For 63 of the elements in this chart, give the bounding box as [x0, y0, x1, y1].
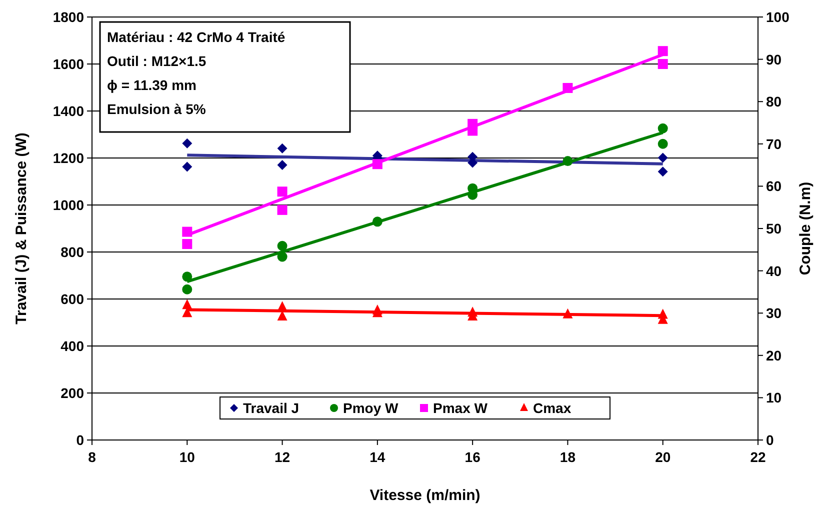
point [277, 186, 288, 197]
y2-tick-label: 20 [766, 347, 782, 364]
y-tick-label: 800 [60, 244, 84, 260]
y-tick-label: 1800 [52, 9, 84, 25]
y2-tick-label: 30 [766, 305, 782, 322]
point [372, 216, 382, 227]
point [277, 240, 288, 251]
annotation: ϕ = 11.39 mm [107, 77, 196, 93]
annotation: Matériau : 42 CrMo 4 Traité [107, 29, 286, 45]
y2-tick-label: 100 [766, 9, 790, 25]
x-tick-label: 8 [88, 449, 96, 465]
x-tick-label: 16 [464, 449, 481, 465]
y-axis-title: Travail (J) & Puissance (W) [13, 132, 30, 324]
point [182, 272, 192, 282]
y-tick-label: 1400 [52, 103, 84, 119]
y2-tick-label: 10 [766, 390, 782, 406]
y-tick-label: 200 [60, 385, 84, 401]
point [277, 204, 288, 215]
point [658, 123, 668, 134]
point [562, 82, 573, 93]
annotation: Emulsion à 5% [107, 101, 206, 117]
y2-axis-title: Couple (N.m) [797, 182, 814, 276]
y2-tick-label: 50 [766, 220, 782, 236]
point [182, 138, 192, 148]
x-tick-label: 10 [179, 449, 196, 465]
point [658, 59, 668, 69]
annotation: Outil : M12×1.5 [107, 53, 206, 69]
y2-tick-label: 90 [766, 51, 782, 68]
point [468, 126, 478, 136]
y2-tick-label: 60 [766, 178, 782, 194]
legend-label: Pmoy W [343, 400, 400, 416]
y2-tick-label: 0 [766, 432, 774, 448]
x-tick-label: 12 [274, 449, 290, 465]
x-tick-label: 20 [655, 449, 671, 465]
legend-label: Travail J [243, 400, 300, 416]
point [182, 284, 192, 294]
point [277, 252, 288, 262]
x-tick-label: 18 [560, 449, 576, 465]
point [372, 159, 382, 170]
y-tick-label: 0 [76, 432, 84, 448]
point [658, 152, 668, 163]
legend-label: Cmax [533, 400, 572, 416]
point [182, 226, 192, 237]
point [562, 156, 573, 166]
y2-tick-label: 80 [766, 94, 782, 110]
point [277, 143, 288, 154]
y-tick-label: 600 [60, 291, 84, 307]
x-axis-title: Vitesse (m/min) [370, 487, 480, 504]
point [182, 162, 192, 172]
x-tick-label: 14 [370, 449, 386, 465]
point [277, 160, 288, 170]
point [658, 138, 668, 149]
y-tick-label: 400 [60, 338, 84, 354]
point [658, 166, 668, 177]
legend-label: Pmax W [433, 400, 488, 416]
y-tick-label: 1600 [52, 56, 84, 72]
point [658, 46, 668, 56]
y2-tick-label: 70 [766, 136, 782, 152]
point [182, 239, 192, 250]
y-tick-label: 1000 [52, 197, 84, 213]
y-tick-label: 1200 [52, 150, 84, 166]
x-tick-label: 22 [750, 449, 766, 465]
y2-tick-label: 40 [766, 262, 782, 279]
